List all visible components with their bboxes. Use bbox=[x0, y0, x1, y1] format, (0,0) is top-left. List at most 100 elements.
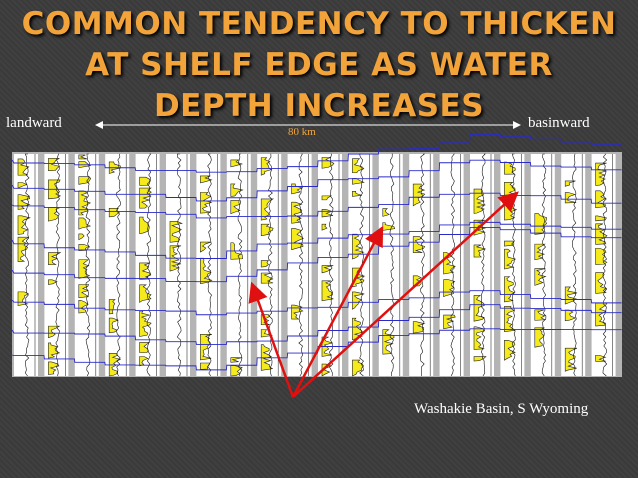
sand-fill bbox=[595, 215, 607, 222]
sand-fill bbox=[504, 240, 515, 247]
log-curve bbox=[511, 153, 516, 377]
left-label: landward bbox=[6, 115, 62, 131]
red-arrows bbox=[248, 191, 519, 398]
scale-label: 80 km bbox=[288, 126, 316, 138]
sand-fill bbox=[564, 347, 578, 372]
right-label: basinward bbox=[528, 115, 590, 131]
sand-fill bbox=[200, 257, 213, 284]
sand-fill bbox=[352, 291, 365, 310]
sand-fill bbox=[139, 310, 152, 337]
caption: Washakie Basin, S Wyoming bbox=[414, 401, 589, 417]
sand-fill bbox=[139, 187, 152, 209]
correlation-line bbox=[11, 133, 622, 173]
log-curve bbox=[116, 153, 121, 377]
correlation-line bbox=[11, 328, 622, 371]
log-curve bbox=[541, 153, 547, 377]
log-curve bbox=[450, 153, 455, 377]
arrow bbox=[292, 191, 519, 398]
correlation-line bbox=[11, 221, 622, 259]
sand-fill bbox=[564, 192, 577, 204]
correlation-line bbox=[11, 159, 622, 202]
sand-fill bbox=[139, 356, 149, 367]
log-curve bbox=[146, 153, 152, 377]
log-curve bbox=[85, 153, 91, 377]
sand-fill bbox=[352, 158, 365, 174]
sand-fill bbox=[230, 200, 241, 215]
sand-fill bbox=[48, 158, 61, 172]
log-curve bbox=[480, 153, 486, 377]
sand-fill bbox=[504, 276, 515, 303]
sand-fill bbox=[595, 354, 607, 362]
sand-fill bbox=[78, 154, 88, 160]
well-column bbox=[166, 154, 190, 376]
log-panel bbox=[12, 152, 622, 377]
sand-fill bbox=[382, 208, 390, 217]
sand-fill bbox=[78, 299, 89, 314]
slide-title: COMMON TENDENCY TO THICKEN AT SHELF EDGE… bbox=[21, 6, 617, 124]
sand-fill bbox=[260, 260, 270, 268]
sand-fill bbox=[230, 159, 243, 168]
sand-fill bbox=[321, 280, 334, 302]
sand-fill bbox=[564, 180, 576, 187]
sand-fill bbox=[352, 359, 364, 377]
sand-fill bbox=[200, 333, 212, 361]
log-curve bbox=[389, 153, 395, 377]
sand-fill bbox=[473, 188, 486, 214]
sand-fill bbox=[473, 295, 485, 322]
sand-fill bbox=[412, 321, 426, 334]
sand-fill bbox=[78, 233, 85, 241]
log-curve bbox=[298, 153, 304, 377]
well-column bbox=[14, 154, 38, 376]
sand-fill bbox=[17, 236, 29, 262]
sand-fill bbox=[230, 357, 242, 363]
sand-fill bbox=[48, 342, 61, 359]
sand-fill bbox=[48, 279, 58, 285]
sand-fill bbox=[139, 176, 150, 186]
sand-fill bbox=[260, 198, 275, 221]
log-curve bbox=[572, 153, 577, 377]
well-logs bbox=[11, 133, 622, 377]
sand-fill bbox=[48, 252, 62, 265]
well-column bbox=[591, 154, 616, 376]
log-curve bbox=[602, 153, 608, 377]
sand-fill bbox=[48, 325, 61, 339]
well-column bbox=[378, 154, 403, 376]
sand-fill bbox=[534, 268, 547, 286]
sand-fill bbox=[108, 317, 119, 334]
sand-fill bbox=[48, 361, 60, 375]
log-curve bbox=[207, 153, 212, 377]
log-curve bbox=[55, 153, 60, 377]
sand-fill bbox=[139, 216, 150, 234]
sand-fill bbox=[473, 244, 486, 258]
log-curve bbox=[237, 153, 243, 377]
sand-fill bbox=[473, 356, 487, 362]
sand-fill bbox=[260, 223, 274, 237]
sand-fill bbox=[321, 223, 328, 231]
log-curve bbox=[176, 153, 182, 377]
sand-fill bbox=[78, 190, 92, 216]
sand-fill bbox=[352, 191, 363, 197]
arrow bbox=[248, 281, 295, 398]
correlation-line bbox=[11, 290, 622, 316]
well-column bbox=[530, 154, 555, 376]
sand-fill bbox=[17, 215, 31, 235]
log-curve bbox=[419, 153, 426, 377]
sand-fill bbox=[78, 244, 90, 251]
sand-fill bbox=[200, 175, 213, 184]
sand-fill bbox=[17, 182, 28, 189]
well-column bbox=[561, 154, 586, 376]
log-curve bbox=[328, 153, 334, 377]
sand-fill bbox=[595, 272, 607, 294]
sand-fill bbox=[78, 284, 90, 299]
arrow bbox=[291, 225, 384, 398]
sand-fill bbox=[78, 217, 92, 230]
sand-fill bbox=[443, 314, 456, 330]
sand-fill bbox=[321, 195, 333, 201]
well-column bbox=[226, 154, 251, 376]
sand-fill bbox=[321, 265, 334, 274]
sand-fill bbox=[443, 279, 456, 298]
sand-fill bbox=[230, 242, 244, 260]
sand-fill bbox=[230, 365, 243, 377]
